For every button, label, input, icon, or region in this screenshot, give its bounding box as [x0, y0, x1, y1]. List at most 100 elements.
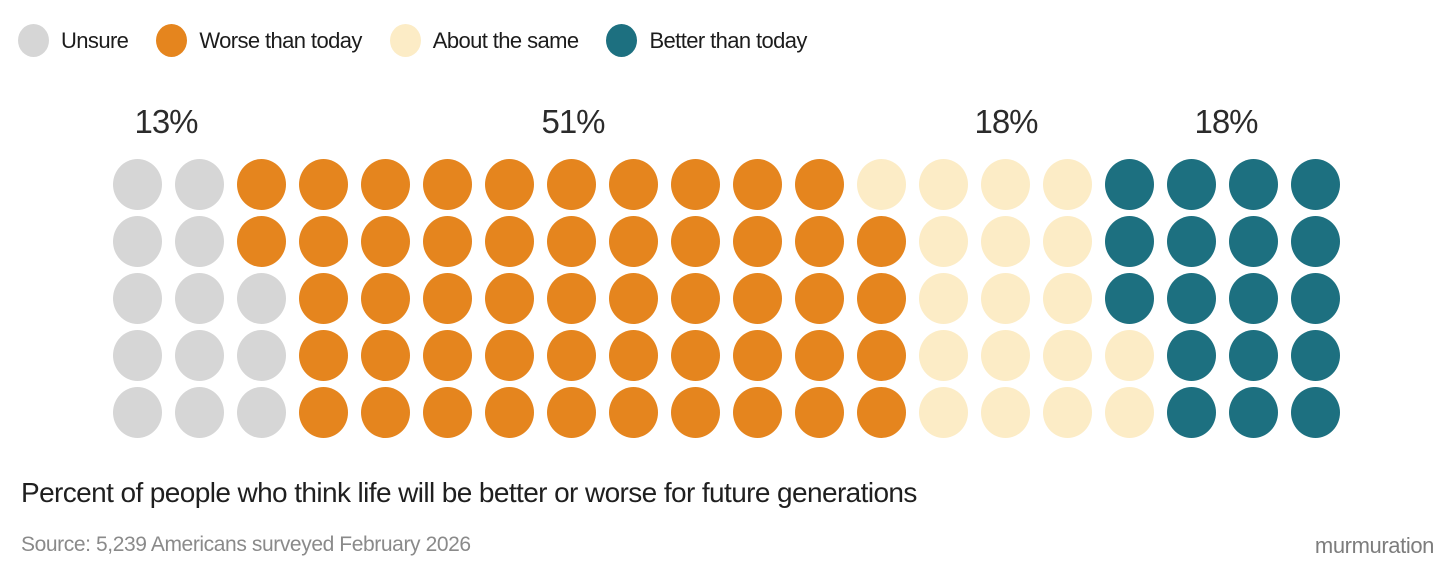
- waffle-dot-worse-than-today: [484, 216, 534, 267]
- waffle-dot-worse-than-today: [732, 216, 782, 267]
- waffle-dot-about-the-same: [1042, 159, 1092, 210]
- percent-label-1: 13%: [134, 103, 198, 140]
- waffle-dot-worse-than-today: [732, 159, 782, 210]
- legend-item-about-the-same: About the same: [389, 24, 579, 57]
- waffle-dot-worse-than-today: [484, 330, 534, 381]
- waffle-dot-worse-than-today: [608, 216, 658, 267]
- percent-label-4: 18%: [1194, 103, 1258, 140]
- waffle-dot-worse-than-today: [360, 216, 410, 267]
- legend-label-worse-than-today: Worse than today: [199, 27, 362, 53]
- waffle-dot-better-than-today: [1228, 387, 1278, 438]
- waffle-dot-worse-than-today: [298, 273, 348, 324]
- waffle-dot-worse-than-today: [732, 273, 782, 324]
- waffle-dot-about-the-same: [1042, 273, 1092, 324]
- waffle-dot-worse-than-today: [794, 387, 844, 438]
- waffle-dot-worse-than-today: [298, 387, 348, 438]
- legend-item-unsure: Unsure: [18, 24, 129, 57]
- waffle-dot-worse-than-today: [360, 387, 410, 438]
- waffle-dot-worse-than-today: [546, 387, 596, 438]
- waffle-dot-better-than-today: [1166, 330, 1216, 381]
- waffle-dot-unsure: [236, 273, 286, 324]
- chart-title: Percent of people who think life will be…: [21, 477, 917, 508]
- waffle-dot-about-the-same: [1104, 387, 1154, 438]
- waffle-dot-worse-than-today: [856, 387, 906, 438]
- waffle-dot-about-the-same: [980, 387, 1030, 438]
- waffle-dot-worse-than-today: [732, 330, 782, 381]
- waffle-dot-unsure: [174, 159, 224, 210]
- waffle-dot-about-the-same: [980, 273, 1030, 324]
- waffle-dot-unsure: [112, 159, 162, 210]
- waffle-dot-worse-than-today: [422, 330, 472, 381]
- waffle-dot-worse-than-today: [422, 216, 472, 267]
- waffle-dot-better-than-today: [1290, 330, 1340, 381]
- waffle-dot-worse-than-today: [422, 387, 472, 438]
- waffle-dot-better-than-today: [1290, 387, 1340, 438]
- waffle-dot-worse-than-today: [856, 216, 906, 267]
- waffle-dot-worse-than-today: [670, 387, 720, 438]
- waffle-dot-worse-than-today: [794, 216, 844, 267]
- legend-swatch-icon-about-the-same: [389, 24, 421, 57]
- waffle-dot-better-than-today: [1228, 273, 1278, 324]
- waffle-grid: [106, 156, 1346, 441]
- waffle-dot-worse-than-today: [236, 216, 286, 267]
- waffle-dot-unsure: [174, 216, 224, 267]
- legend-swatch-icon-worse-than-today: [156, 24, 188, 57]
- waffle-dot-unsure: [174, 273, 224, 324]
- waffle-dot-worse-than-today: [422, 273, 472, 324]
- waffle-dot-better-than-today: [1166, 273, 1216, 324]
- waffle-dot-about-the-same: [1104, 330, 1154, 381]
- waffle-dot-about-the-same: [918, 330, 968, 381]
- waffle-dot-unsure: [112, 330, 162, 381]
- waffle-dot-worse-than-today: [670, 273, 720, 324]
- waffle-dot-worse-than-today: [670, 330, 720, 381]
- legend-item-better-than-today: Better than today: [606, 24, 807, 57]
- brand-wordmark: murmuration: [1314, 533, 1434, 558]
- waffle-dot-about-the-same: [856, 159, 906, 210]
- legend-swatch-icon-better-than-today: [606, 24, 638, 57]
- waffle-dot-about-the-same: [918, 387, 968, 438]
- waffle-dot-worse-than-today: [422, 159, 472, 210]
- waffle-dot-about-the-same: [1042, 330, 1092, 381]
- legend-label-unsure: Unsure: [61, 27, 129, 53]
- waffle-dot-worse-than-today: [546, 216, 596, 267]
- legend-swatch-icon-unsure: [18, 24, 49, 57]
- waffle-dot-worse-than-today: [484, 387, 534, 438]
- waffle-dot-worse-than-today: [546, 273, 596, 324]
- waffle-dot-worse-than-today: [794, 330, 844, 381]
- waffle-dot-worse-than-today: [732, 387, 782, 438]
- waffle-dot-worse-than-today: [360, 159, 410, 210]
- waffle-dot-about-the-same: [918, 216, 968, 267]
- waffle-dot-unsure: [174, 330, 224, 381]
- waffle-dot-worse-than-today: [856, 273, 906, 324]
- waffle-dot-about-the-same: [918, 273, 968, 324]
- waffle-dot-better-than-today: [1228, 216, 1278, 267]
- waffle-dot-about-the-same: [1042, 387, 1092, 438]
- waffle-dot-better-than-today: [1290, 159, 1340, 210]
- waffle-dot-worse-than-today: [298, 216, 348, 267]
- waffle-dot-unsure: [112, 273, 162, 324]
- waffle-dot-better-than-today: [1290, 273, 1340, 324]
- waffle-dot-better-than-today: [1104, 216, 1154, 267]
- legend: Unsure Worse than today About the same Bett…: [18, 24, 807, 57]
- waffle-dot-better-than-today: [1104, 273, 1154, 324]
- waffle-dot-unsure: [112, 387, 162, 438]
- waffle-dot-better-than-today: [1228, 159, 1278, 210]
- percent-label-2: 51%: [541, 103, 605, 140]
- waffle-dot-worse-than-today: [546, 330, 596, 381]
- waffle-dot-worse-than-today: [608, 273, 658, 324]
- waffle-dot-unsure: [174, 387, 224, 438]
- waffle-dot-worse-than-today: [360, 330, 410, 381]
- legend-label-about-the-same: About the same: [432, 27, 579, 53]
- waffle-dot-about-the-same: [1042, 216, 1092, 267]
- waffle-dot-worse-than-today: [670, 216, 720, 267]
- waffle-dot-better-than-today: [1228, 330, 1278, 381]
- waffle-dot-unsure: [112, 216, 162, 267]
- waffle-dot-about-the-same: [918, 159, 968, 210]
- waffle-dot-about-the-same: [980, 216, 1030, 267]
- waffle-dot-worse-than-today: [794, 159, 844, 210]
- waffle-dot-better-than-today: [1104, 159, 1154, 210]
- percent-label-3: 18%: [974, 103, 1038, 140]
- waffle-dot-worse-than-today: [484, 159, 534, 210]
- waffle-dot-worse-than-today: [298, 330, 348, 381]
